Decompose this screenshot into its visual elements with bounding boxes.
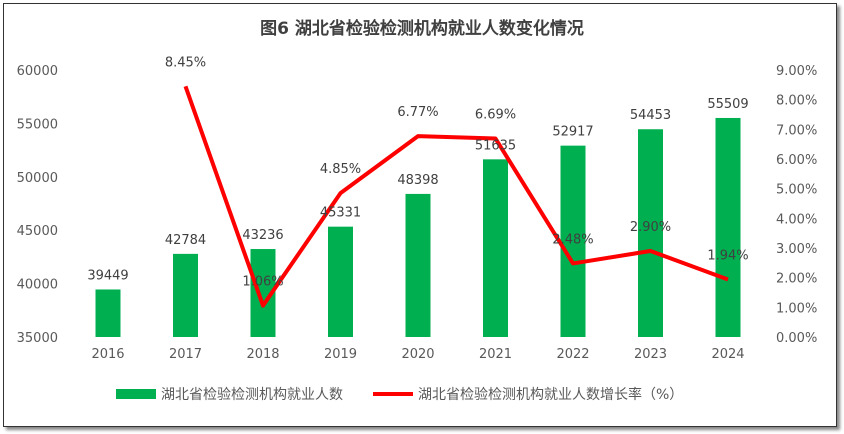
legend: 湖北省检验检测机构就业人数 湖北省检验检测机构就业人数增长率（%） [116,386,683,403]
bar-data-label: 52917 [552,125,593,140]
bar [328,226,353,337]
y-right-tick-label: 5.00% [776,183,817,198]
y-left-tick-label: 50000 [17,171,58,186]
bar-data-label: 43236 [242,228,283,243]
line-data-label: 2.90% [630,220,671,235]
bar [483,159,508,337]
y-left-tick-label: 55000 [17,117,58,132]
line-data-label: 2.48% [552,232,593,247]
bar-data-label: 39449 [87,268,128,283]
legend-bar-label: 湖北省检验检测机构就业人数 [161,387,343,403]
y-left-tick-label: 45000 [17,224,58,239]
y-right-tick-label: 1.00% [776,301,817,316]
y-right-tick-label: 8.00% [776,94,817,109]
x-tick-label: 2019 [324,347,357,362]
line-data-label: 6.69% [475,108,516,123]
x-tick-label: 2016 [91,347,124,362]
y-right-tick-label: 3.00% [776,242,817,257]
y-right-tick-label: 7.00% [776,123,817,138]
bar-data-label: 51635 [475,138,516,153]
chart-title: 图6 湖北省检验检测机构就业人数变化情况 [260,18,584,39]
x-tick-label: 2022 [556,347,589,362]
bar-data-label: 42784 [165,233,206,248]
x-tick-label: 2023 [634,347,667,362]
x-tick-label: 2017 [169,347,202,362]
bar [715,117,741,337]
y-right-tick-label: 0.00% [776,331,817,346]
line-data-label: 1.94% [707,248,748,263]
bar-data-label: 45331 [320,206,361,221]
growth-line [183,85,729,308]
line-data-label: 1.06% [242,275,283,290]
legend-line-label: 湖北省检验检测机构就业人数增长率（%） [418,386,683,403]
y-left-tick-label: 40000 [17,278,58,293]
line-data-label: 8.45% [165,55,206,70]
x-tick-label: 2018 [246,347,279,362]
y-right-tick-label: 2.00% [776,272,817,287]
line-data-label: 6.77% [397,105,438,120]
y-left-tick-label: 60000 [17,64,58,79]
x-tick-label: 2020 [401,347,434,362]
bar [173,253,198,337]
y-right-tick-label: 9.00% [776,64,817,79]
line-data-label: 4.85% [320,162,361,177]
x-tick-label: 2021 [479,347,512,362]
y-right-tick-label: 6.00% [776,153,817,168]
bar [95,289,121,337]
bar-data-label: 55509 [707,97,748,112]
x-tick-label: 2024 [711,347,744,362]
y-right-tick-label: 4.00% [776,212,817,227]
bar [405,193,431,337]
legend-bar-swatch [116,389,156,399]
bar-data-label: 48398 [397,173,438,188]
bar [560,145,586,337]
y-left-tick-label: 35000 [17,331,58,346]
bar [638,129,663,337]
bar-data-label: 54453 [630,108,671,123]
